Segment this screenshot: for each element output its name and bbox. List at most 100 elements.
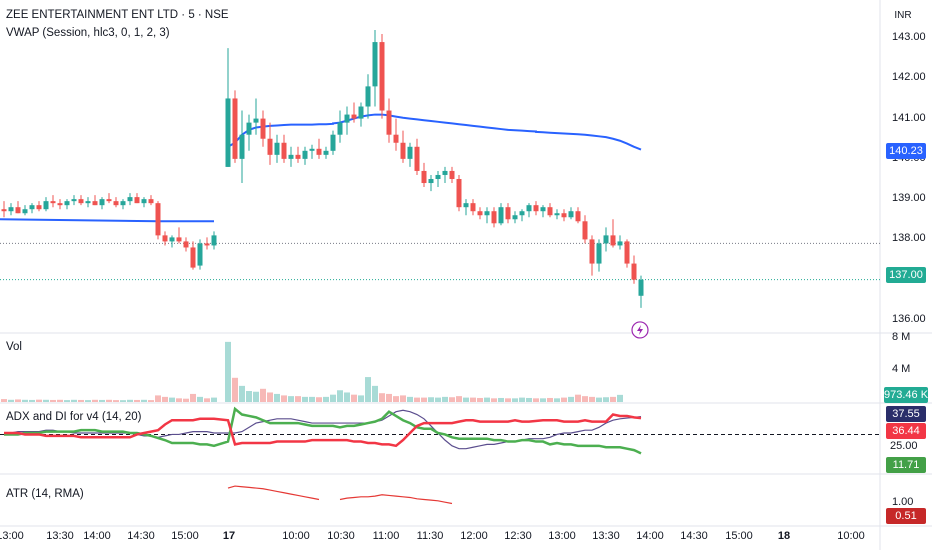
volume-bar: [57, 399, 63, 402]
volume-bar: [260, 388, 266, 402]
volume-bar: [393, 396, 399, 402]
volume-bar: [316, 397, 322, 402]
volume-bar: [484, 397, 490, 402]
candle-body: [246, 122, 252, 135]
atr-legend: ATR (14, RMA): [6, 488, 84, 500]
atr-tick: 1.00: [892, 496, 914, 508]
candle-body: [344, 114, 350, 123]
volume-bar: [190, 393, 196, 402]
candle-body: [71, 199, 77, 202]
volume-bar: [281, 395, 287, 402]
candle-body: [15, 207, 21, 214]
candle-body: [274, 142, 280, 155]
candle-body: [407, 146, 413, 159]
volume-bar: [267, 392, 273, 402]
volume-bar: [169, 397, 175, 402]
last-price-tag: 137.00: [886, 267, 926, 283]
currency-label[interactable]: INR: [894, 10, 912, 21]
volume-last-tag: 973.46 K: [884, 387, 929, 403]
price-tick: 143.00: [892, 31, 926, 44]
candle-body: [85, 201, 91, 204]
candle-body: [638, 279, 644, 296]
volume-bar: [274, 393, 280, 402]
time-axis-label: 15:00: [725, 530, 753, 542]
candle-body: [190, 247, 196, 268]
candle-body: [225, 98, 231, 167]
volume-tick-8m: 8 M: [892, 331, 911, 343]
candle-body: [29, 205, 35, 210]
volume-bar: [379, 393, 385, 402]
candle-body: [435, 174, 441, 179]
candle-body: [57, 203, 63, 206]
candle-body: [260, 118, 266, 139]
volume-bar: [148, 400, 154, 402]
volume-bar: [141, 399, 147, 402]
candle-body: [449, 170, 455, 179]
candle-body: [547, 207, 553, 216]
volume-bar: [8, 399, 14, 402]
volume-bar: [456, 396, 462, 402]
volume-bar: [526, 397, 532, 402]
candle-body: [365, 86, 371, 107]
time-axis-label: 14:00: [636, 530, 664, 542]
candle-body: [330, 134, 336, 151]
volume-bar: [162, 396, 168, 402]
volume-bar: [428, 397, 434, 402]
adx-tag: 37.55: [886, 406, 926, 422]
time-axis-label: 12:30: [504, 530, 532, 542]
volume-bar: [323, 396, 329, 402]
volume-bar: [568, 396, 574, 402]
candle-body: [211, 235, 217, 246]
volume-legend: Vol: [6, 341, 22, 353]
candle-body: [281, 142, 287, 159]
volume-bar: [225, 341, 231, 402]
candle-body: [204, 243, 210, 246]
time-axis-label: 13:00: [548, 530, 576, 542]
volume-bar: [330, 394, 336, 402]
volume-bar: [449, 397, 455, 402]
candle-body: [428, 179, 434, 184]
volume-bar: [15, 399, 21, 402]
volume-bar: [358, 395, 364, 402]
volume-bar: [351, 394, 357, 402]
candle-body: [8, 207, 14, 212]
candle-body: [141, 199, 147, 204]
time-axis-label: 10:00: [837, 530, 865, 542]
candle-body: [456, 179, 462, 208]
candle-body: [603, 235, 609, 244]
time-axis-label: 13:30: [46, 530, 74, 542]
vwap-line-day1: [0, 218, 214, 223]
candle-body: [113, 201, 119, 206]
volume-bar: [533, 398, 539, 402]
candle-body: [589, 239, 595, 264]
candle-body: [36, 205, 42, 210]
volume-bar: [43, 399, 49, 402]
candle-body: [498, 207, 504, 224]
candle-body: [148, 199, 154, 204]
volume-bar: [344, 392, 350, 402]
candle-body: [1, 209, 7, 212]
atr-line: [227, 485, 453, 505]
volume-bar: [309, 396, 315, 402]
time-axis-label: 17: [222, 530, 236, 542]
volume-bar: [365, 377, 371, 402]
price-tick: 142.00: [892, 71, 926, 84]
time-axis-label: 11:00: [372, 530, 400, 542]
candle-body: [617, 241, 623, 246]
candle-body: [442, 170, 448, 175]
candle-body: [43, 201, 49, 210]
volume-bar: [603, 397, 609, 402]
candle-body: [169, 237, 175, 242]
volume-bar: [211, 397, 217, 402]
volume-bar: [400, 395, 406, 402]
candle-body: [596, 243, 602, 264]
candle-body: [484, 211, 490, 216]
candle-body: [414, 146, 420, 171]
price-tick: 138.00: [892, 232, 926, 245]
time-axis-label: 18: [777, 530, 791, 542]
candle-body: [610, 235, 616, 246]
candle-body: [64, 201, 70, 206]
candle-body: [106, 199, 112, 202]
volume-bar: [386, 393, 392, 402]
